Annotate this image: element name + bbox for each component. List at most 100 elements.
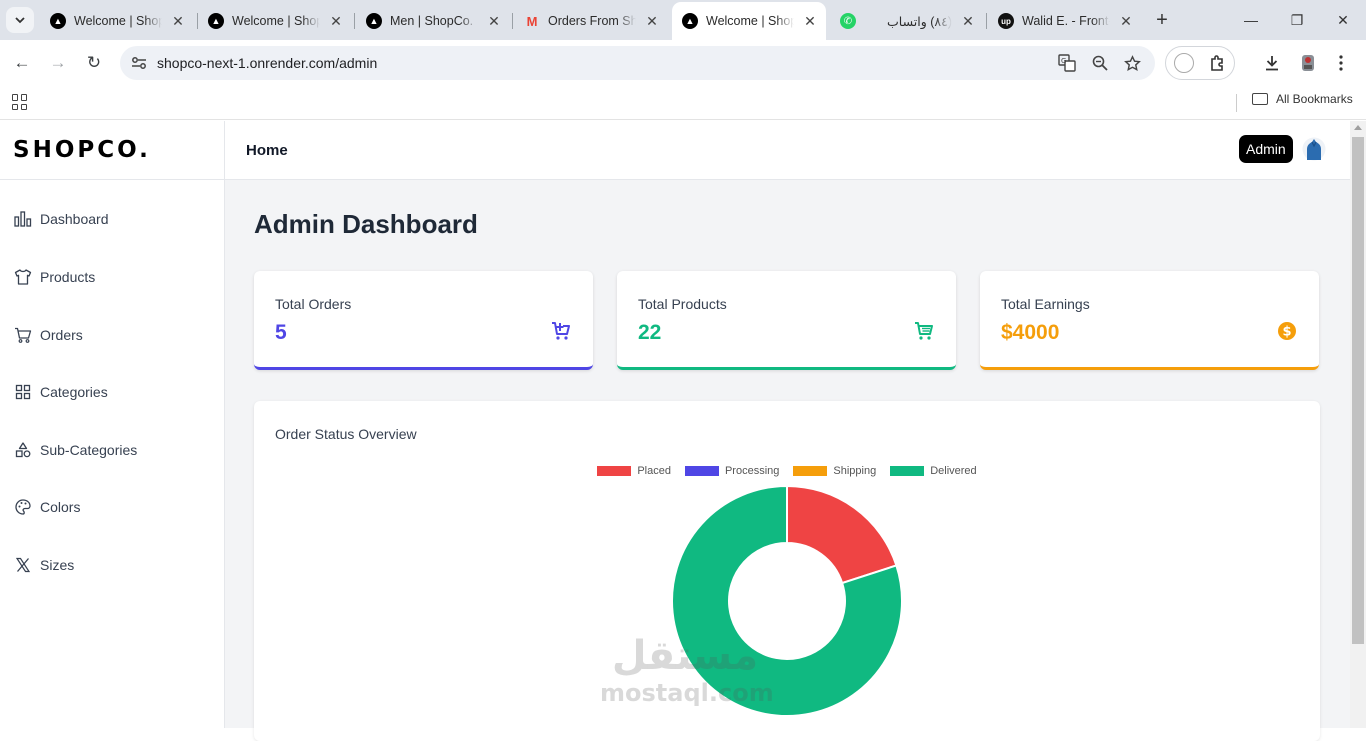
site-info-icon[interactable] [130, 54, 148, 72]
apps-grid-icon[interactable] [12, 94, 28, 110]
legend-label: Shipping [833, 465, 877, 477]
legend-label: Delivered [930, 465, 977, 477]
close-icon[interactable]: ✕ [172, 12, 184, 29]
legend-item[interactable]: Processing [684, 465, 780, 477]
donut-slice-delivered[interactable] [671, 484, 903, 717]
zoom-icon[interactable] [1090, 53, 1110, 73]
profile-avatar[interactable] [1297, 52, 1319, 74]
legend-label: Processing [724, 465, 780, 477]
menu-dots-icon[interactable] [1330, 52, 1352, 74]
browser-tab[interactable]: ▲ Welcome | Shopco ✕ [40, 4, 198, 38]
browser-tab-active[interactable]: ▲ Welcome | Shopco ✕ [672, 2, 826, 40]
address-bar[interactable]: shopco-next-1.onrender.com/admin G [120, 46, 1155, 80]
reload-icon: ↻ [86, 53, 102, 72]
sidebar-item-label: Products [40, 269, 96, 285]
new-tab-button[interactable]: + [1150, 8, 1174, 32]
shirt-icon [14, 268, 32, 286]
browser-tab[interactable]: ✆ (٨٤) واتساب ✕ [830, 4, 986, 38]
browser-tab[interactable]: up Walid E. - Front-end ✕ [988, 4, 1144, 38]
restore-button[interactable]: ❐ [1274, 0, 1320, 40]
x-icon [14, 556, 32, 574]
admin-app: SHOPCO. Dashboard Products Orders Catego… [0, 121, 1350, 741]
bookmarks-divider [1236, 94, 1237, 112]
svg-text:G: G [1061, 57, 1066, 65]
sidebar: SHOPCO. Dashboard Products Orders Catego… [0, 121, 225, 728]
sidebar-item-label: Colors [40, 499, 81, 515]
sidebar-item-label: Sizes [40, 557, 75, 573]
legend-item[interactable]: Delivered [890, 465, 977, 477]
browser-toolbar: ← → ↻ shopco-next-1.onrender.com/admin G [0, 40, 1366, 86]
all-bookmarks-button[interactable]: All Bookmarks [1252, 92, 1353, 106]
sidebar-item-categories[interactable]: Categories [0, 372, 224, 412]
order-status-donut-chart [671, 484, 903, 717]
dollar-coin-icon: $ [1277, 321, 1297, 341]
sidebar-item-products[interactable]: Products [0, 257, 224, 297]
scroll-thumb[interactable] [1352, 137, 1364, 644]
stat-label: Total Earnings [1001, 296, 1090, 312]
back-button[interactable]: ← [8, 49, 36, 77]
shapes-icon [14, 441, 32, 459]
close-icon[interactable]: ✕ [646, 12, 658, 29]
stat-value: 22 [638, 321, 662, 344]
cart-icon [14, 326, 32, 344]
cart-icon [914, 321, 934, 341]
cart-plus-icon [551, 321, 571, 341]
sidebar-item-label: Orders [40, 327, 83, 343]
reload-button[interactable]: ↻ [80, 49, 108, 77]
main-content: Home Admin Admin Dashboard Total Orders … [225, 121, 1350, 741]
page-scrollbar[interactable] [1350, 121, 1366, 728]
close-icon[interactable]: ✕ [962, 12, 974, 29]
close-icon[interactable]: ✕ [804, 12, 816, 29]
url-text[interactable]: shopco-next-1.onrender.com/admin [157, 55, 378, 71]
close-icon[interactable]: ✕ [488, 12, 500, 29]
donut-slice-placed[interactable] [786, 484, 898, 585]
puzzle-icon[interactable] [1208, 53, 1228, 73]
close-icon[interactable]: ✕ [1120, 12, 1132, 29]
sidebar-item-label: Categories [40, 384, 108, 400]
nextjs-icon: ▲ [50, 13, 66, 29]
scroll-up-arrow-icon[interactable] [1354, 125, 1362, 130]
stat-card-products: Total Products 22 [617, 271, 956, 370]
gmail-icon: M [526, 13, 538, 29]
admin-badge[interactable]: Admin [1239, 135, 1293, 163]
chart-legend: Placed Processing Shipping Delivered [254, 465, 1320, 477]
tab-separator [986, 13, 987, 29]
tab-title: Welcome | Shopco [232, 14, 320, 28]
sidebar-item-orders[interactable]: Orders [0, 315, 224, 355]
sidebar-item-colors[interactable]: Colors [0, 487, 224, 527]
sidebar-item-sizes[interactable]: Sizes [0, 545, 224, 585]
chart-title: Order Status Overview [275, 426, 417, 442]
download-icon[interactable] [1261, 52, 1283, 74]
browser-tab[interactable]: M Orders From Shopco ✕ [514, 4, 670, 38]
svg-text:$: $ [1282, 325, 1291, 340]
home-link[interactable]: Home [246, 142, 288, 159]
translate-icon[interactable]: G [1057, 53, 1077, 73]
sidebar-item-sub-categories[interactable]: Sub-Categories [0, 430, 224, 470]
extensions-group [1165, 46, 1235, 80]
legend-item[interactable]: Placed [597, 465, 671, 477]
nextjs-icon: ▲ [208, 13, 224, 29]
stat-card-earnings: Total Earnings $4000 $ [980, 271, 1319, 370]
sidebar-item-dashboard[interactable]: Dashboard [0, 199, 224, 239]
minimize-icon: — [1244, 12, 1258, 28]
stat-value: $4000 [1001, 321, 1060, 344]
close-icon: ✕ [1337, 11, 1349, 28]
nextjs-icon: ▲ [366, 13, 382, 29]
top-bar: Home Admin [225, 121, 1350, 180]
close-window-button[interactable]: ✕ [1320, 0, 1366, 40]
bookmarks-bar: All Bookmarks [0, 86, 1366, 120]
extension-icon[interactable] [1174, 53, 1194, 73]
tab-title: Men | ShopCo. [390, 14, 474, 28]
close-icon[interactable]: ✕ [330, 12, 342, 29]
legend-item[interactable]: Shipping [793, 465, 876, 477]
star-icon[interactable] [1122, 53, 1142, 73]
avatar[interactable] [1302, 136, 1326, 162]
forward-button[interactable]: → [44, 49, 72, 77]
minimize-button[interactable]: — [1228, 0, 1274, 40]
tab-search-button[interactable] [6, 7, 34, 33]
tab-strip: ▲ Welcome | Shopco ✕ ▲ Welcome | Shopco … [0, 0, 1366, 40]
browser-tab[interactable]: ▲ Men | ShopCo. ✕ [356, 4, 512, 38]
logo[interactable]: SHOPCO. [0, 121, 224, 180]
browser-tab[interactable]: ▲ Welcome | Shopco ✕ [198, 4, 354, 38]
chevron-down-icon [15, 17, 25, 24]
